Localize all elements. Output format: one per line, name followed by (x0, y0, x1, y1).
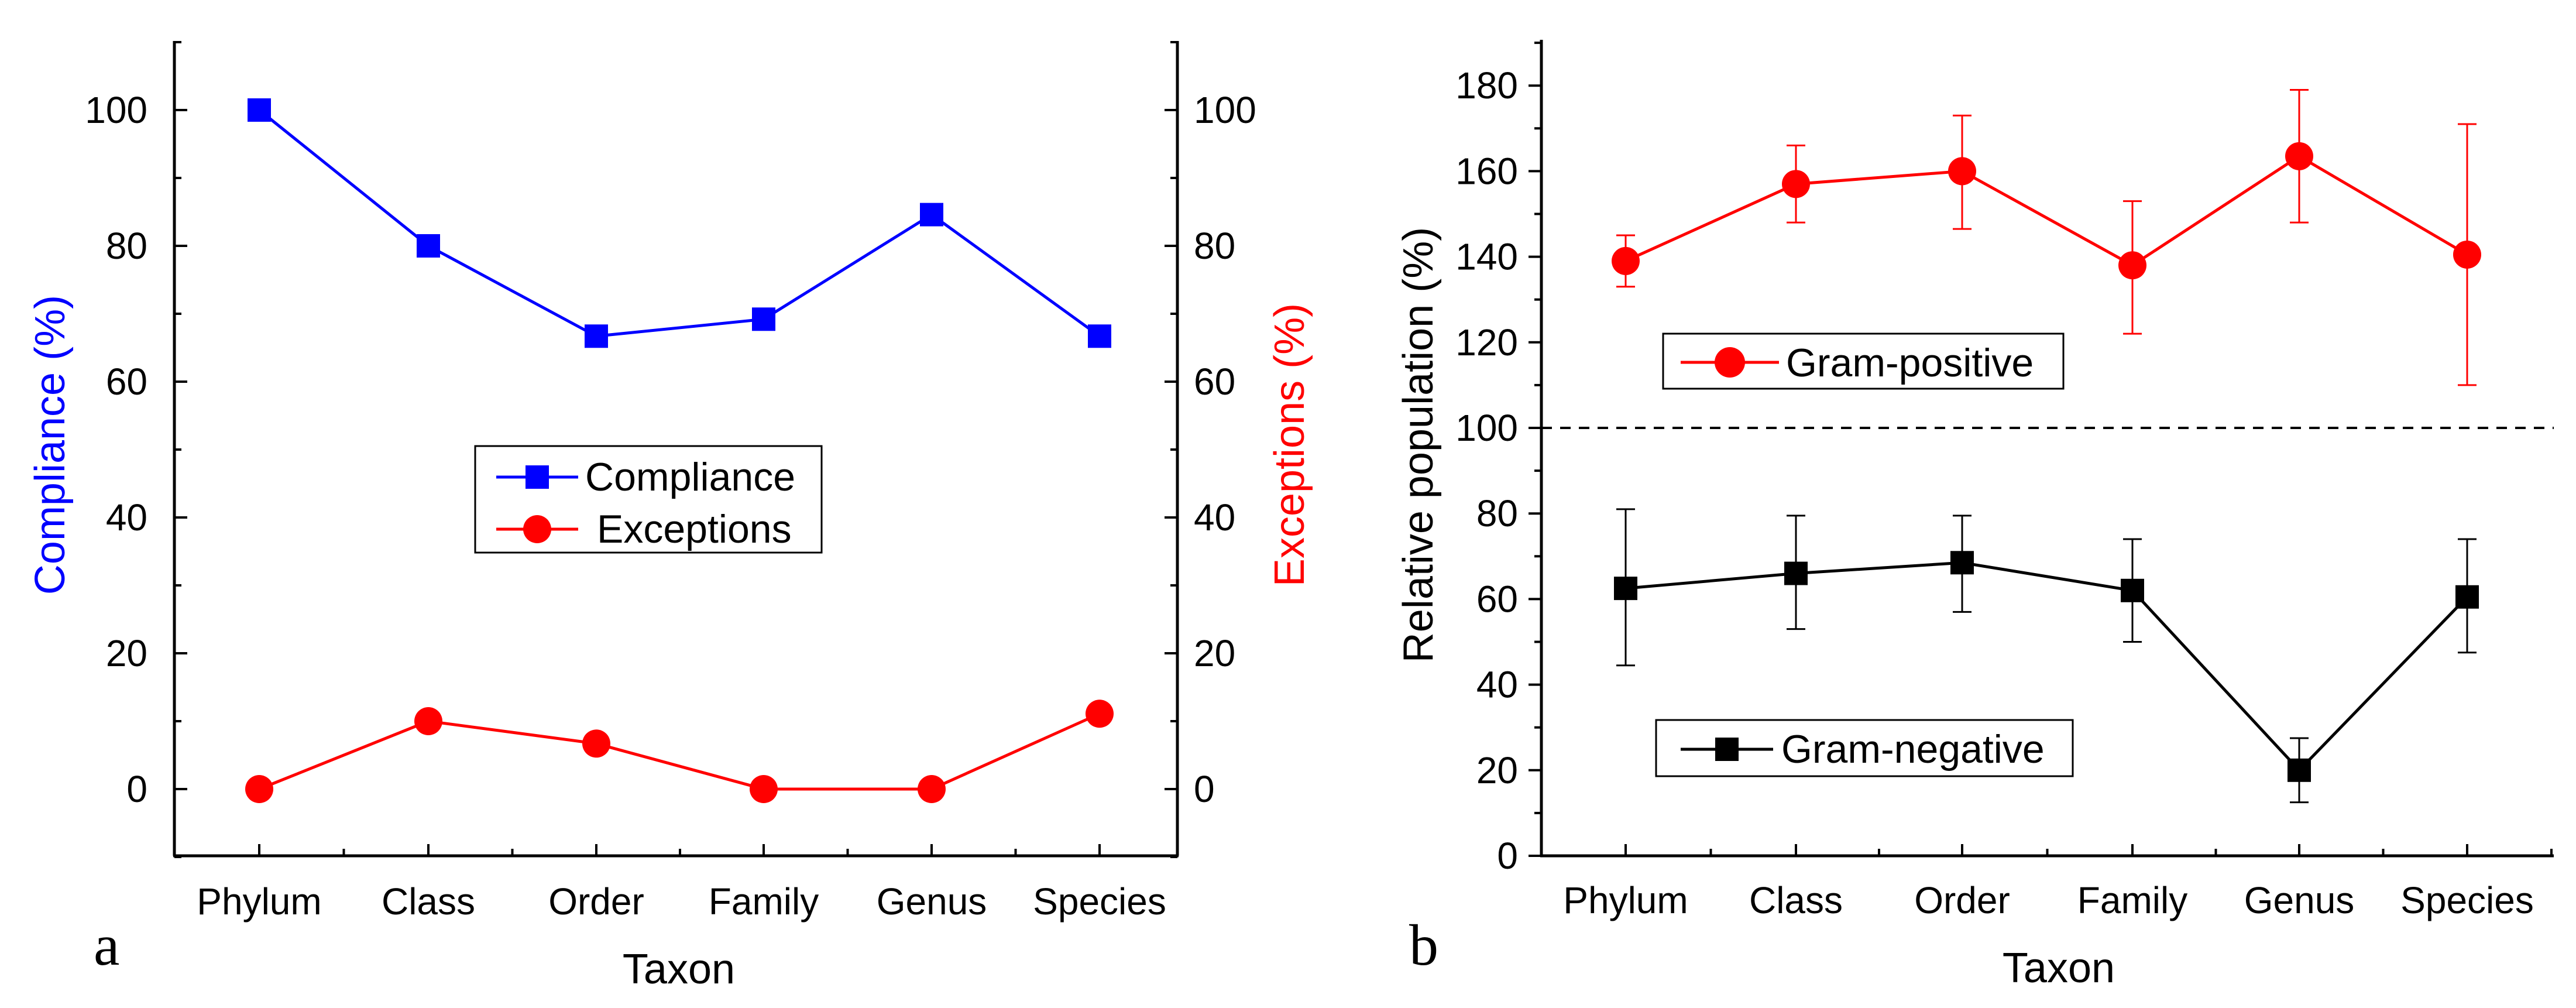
panel-b-label: b (1409, 913, 1438, 978)
a-point-exceptions (245, 775, 273, 803)
a-point-exceptions (1086, 700, 1114, 728)
legend-compliance-label: Compliance (585, 455, 795, 499)
a-series-line-exceptions (259, 712, 1101, 791)
a-x-tick-label: Family (709, 880, 819, 923)
panel-a: Phylum Class Order Family Genus Species 0 20 40 6… (27, 41, 1313, 993)
b-y-tick-label: 100 (1455, 407, 1518, 449)
a-y2-tick-label: 20 (1194, 632, 1235, 674)
panel-b-ylabel: Relative population (%) (1395, 227, 1442, 663)
panel-a-series (245, 98, 1114, 803)
legend-exceptions-marker (523, 515, 551, 543)
a-y2-tick-label: 100 (1194, 89, 1256, 131)
legend-gram-positive-label: Gram-positive (1786, 341, 2034, 385)
a-point-exceptions (918, 775, 946, 803)
b-point-gram-positive (1948, 157, 1976, 186)
a-y-tick-label: 100 (85, 89, 147, 131)
b-y-tick-label: 180 (1455, 64, 1518, 107)
panel-a-ylabel: Compliance (%) (27, 295, 74, 595)
b-series-line-gram-positive (1624, 154, 2468, 268)
b-point-gram-positive (2118, 251, 2146, 280)
b-point-gram-negative (1784, 561, 1808, 585)
b-point-gram-positive (1612, 246, 1640, 275)
b-y-tick-label: 0 (1497, 835, 1518, 877)
panel-a-y2label: Exceptions (%) (1266, 303, 1313, 587)
a-point-compliance (585, 324, 608, 348)
a-y2-tick-label: 80 (1194, 225, 1235, 267)
panel-b-ticks: Phylum Class Order Family Genus Species 0 20 40 6… (1455, 42, 2553, 921)
a-x-tick-label: Order (548, 880, 644, 923)
a-point-compliance (752, 307, 775, 331)
a-y2-tick-label: 60 (1194, 361, 1235, 403)
panel-b-series (1612, 89, 2481, 804)
a-y-tick-label: 80 (106, 225, 147, 267)
b-point-gram-positive (2285, 142, 2313, 170)
b-x-tick-label: Order (1914, 879, 2010, 921)
b-y-tick-label: 60 (1476, 578, 1518, 620)
b-y-tick-label: 20 (1476, 749, 1518, 791)
b-x-tick-label: Family (2077, 879, 2187, 921)
panel-b: Phylum Class Order Family Genus Species 0 20 40 6… (1395, 40, 2554, 992)
b-x-tick-label: Phylum (1563, 879, 1688, 921)
a-y-tick-label: 60 (106, 361, 147, 403)
panel-b-xlabel: Taxon (2003, 945, 2115, 992)
b-series-line-gram-negative (1625, 561, 2468, 773)
b-point-gram-positive (1782, 170, 1810, 198)
panel-a-legend: Compliance Exceptions (474, 445, 823, 554)
a-point-compliance (1088, 324, 1111, 348)
b-point-gram-negative (2121, 578, 2144, 602)
panel-b-legend-gram-negative: Gram-negative (1655, 719, 2074, 777)
a-x-tick-label: Class (382, 880, 475, 923)
a-point-compliance (248, 98, 271, 122)
legend-gram-positive-marker (1715, 347, 1745, 378)
b-y-tick-label: 80 (1476, 492, 1518, 534)
b-x-tick-label: Genus (2244, 879, 2355, 921)
legend-compliance-marker (525, 465, 549, 489)
a-point-exceptions (750, 775, 778, 803)
b-x-tick-label: Class (1749, 879, 1843, 921)
legend-gram-negative-marker (1715, 738, 1739, 761)
a-x-tick-label: Phylum (197, 880, 321, 923)
b-point-gram-negative (2288, 758, 2311, 782)
legend-exceptions-label: Exceptions (597, 507, 792, 551)
b-point-gram-negative (2455, 585, 2479, 609)
b-y-tick-label: 140 (1455, 236, 1518, 278)
a-y2-tick-label: 40 (1194, 496, 1235, 539)
panel-b-legend-gram-positive: Gram-positive (1662, 332, 2065, 390)
panel-a-xlabel: Taxon (623, 946, 735, 993)
b-y-tick-label: 120 (1455, 321, 1518, 364)
a-y-tick-label: 40 (106, 496, 147, 539)
a-point-compliance (920, 203, 943, 227)
a-y-tick-label: 20 (106, 632, 147, 674)
panel-a-ticks: Phylum Class Order Family Genus Species 0 20 40 6… (85, 41, 1256, 923)
b-point-gram-positive (2453, 240, 2481, 269)
a-x-tick-label: Genus (877, 880, 987, 923)
a-y-tick-label: 0 (126, 768, 147, 810)
b-y-tick-label: 160 (1455, 150, 1518, 192)
b-y-tick-label: 40 (1476, 664, 1518, 706)
a-x-tick-label: Species (1033, 880, 1166, 923)
panel-a-label: a (94, 913, 119, 978)
b-point-gram-negative (1950, 551, 1974, 575)
b-point-gram-negative (1614, 577, 1637, 601)
a-point-compliance (417, 234, 440, 258)
b-x-tick-label: Species (2400, 879, 2534, 921)
a-point-exceptions (414, 707, 442, 735)
a-y2-tick-label: 0 (1194, 768, 1215, 810)
a-point-exceptions (582, 729, 610, 758)
a-series-line-compliance (258, 109, 1101, 338)
legend-gram-negative-label: Gram-negative (1781, 727, 2045, 772)
